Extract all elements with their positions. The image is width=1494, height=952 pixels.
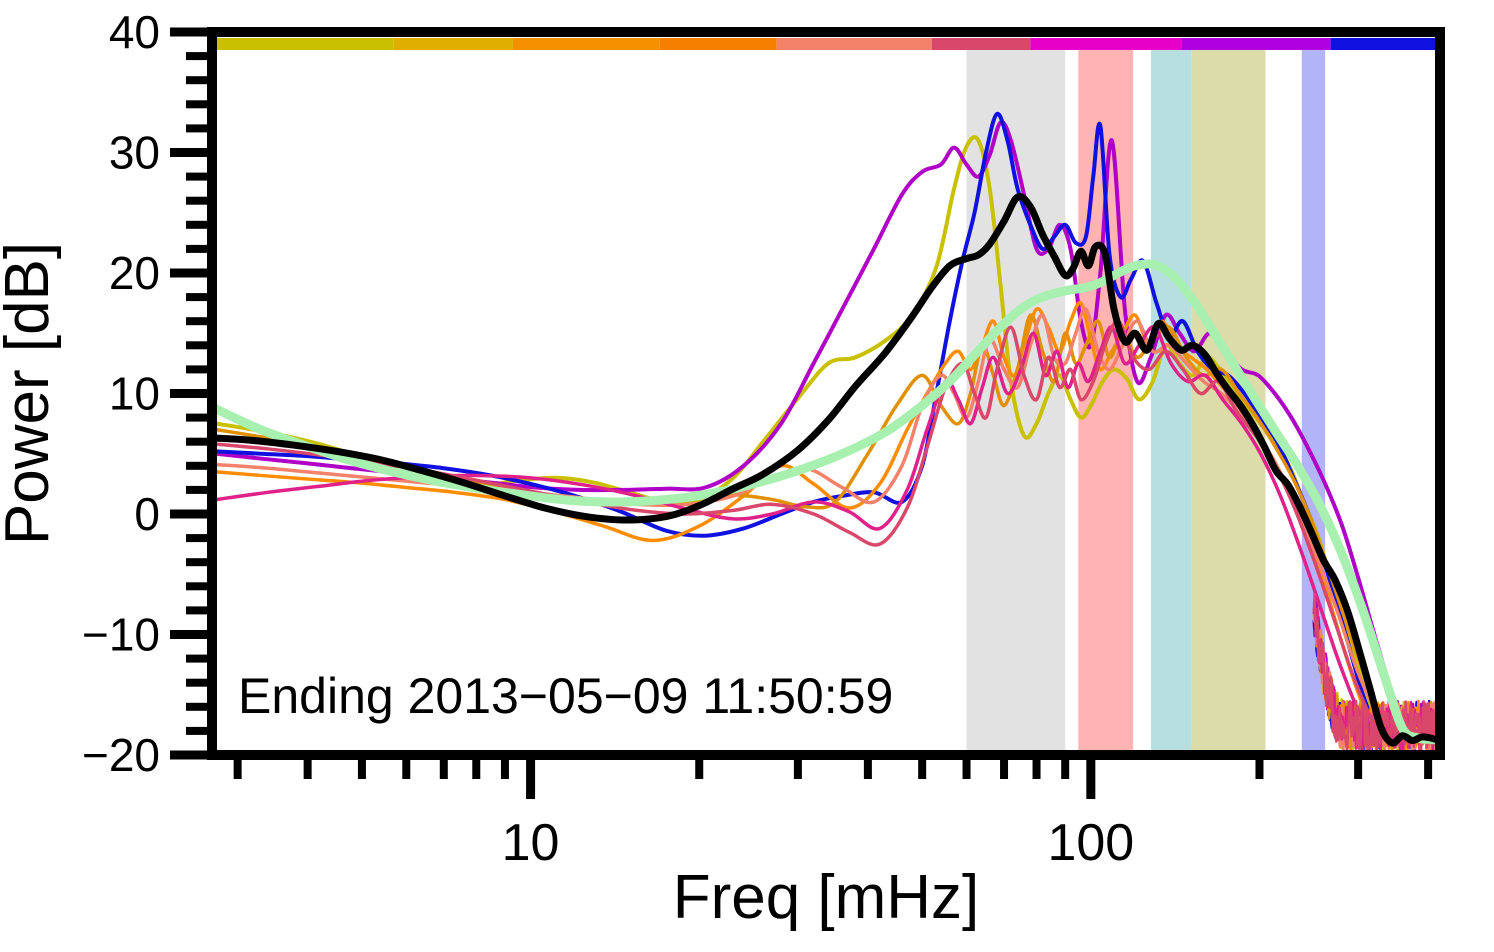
colorbar-segment-2 — [512, 38, 660, 50]
y-major-tick-0 — [170, 509, 212, 519]
band-cyan — [1150, 46, 1192, 753]
series-line-smooth-green — [212, 259, 1440, 746]
y-tick-label--20: −20 — [82, 729, 160, 781]
x-major-tick-100 — [1086, 755, 1096, 799]
x-minor-tick-8 — [472, 755, 481, 779]
colorbar-segment-3 — [659, 38, 777, 50]
y-minor-tick-38 — [186, 52, 212, 61]
colorbar-segment-4 — [776, 38, 932, 50]
y-tick-label-0: 0 — [134, 488, 160, 540]
y-minor-tick-22 — [186, 244, 212, 253]
y-minor-tick-2 — [186, 485, 212, 494]
y-tick-label-30: 30 — [109, 127, 160, 179]
x-minor-tick-40 — [863, 755, 872, 779]
x-minor-tick-3 — [233, 755, 242, 779]
y-major-tick-10 — [170, 389, 212, 398]
y-minor-tick-18 — [186, 293, 212, 302]
y-minor-tick-36 — [186, 76, 212, 85]
y-ticks-group: −20 −10 0 10 20 30 40 — [82, 6, 212, 781]
y-minor-tick-4 — [186, 461, 212, 470]
x-major-tick-10 — [526, 755, 536, 799]
y-minor-tick--8 — [186, 606, 212, 615]
y-major-tick-40 — [170, 27, 212, 37]
y-major-tick--10 — [170, 630, 212, 639]
y-minor-tick--4 — [186, 558, 212, 567]
x-minor-tick-7 — [439, 755, 448, 779]
x-minor-tick-20 — [695, 755, 704, 779]
y-minor-tick-12 — [186, 365, 212, 374]
colorbar-segment-1 — [393, 38, 513, 50]
y-minor-tick--2 — [186, 534, 212, 543]
x-minor-tick-90 — [1061, 755, 1070, 779]
y-minor-tick-14 — [186, 341, 212, 350]
x-minor-tick-30 — [793, 755, 802, 779]
x-minor-tick-4 — [303, 755, 312, 779]
x-minor-tick-80 — [1032, 755, 1041, 779]
y-tick-label-20: 20 — [109, 247, 160, 299]
colorbar-segment-7 — [1181, 38, 1331, 50]
y-minor-tick-24 — [186, 220, 212, 229]
x-axis-line — [207, 750, 1445, 760]
colorbar-group — [212, 38, 1440, 50]
y-minor-tick-16 — [186, 317, 212, 326]
y-major-tick-30 — [170, 148, 212, 157]
x-minor-tick-300 — [1354, 755, 1363, 779]
x-minor-tick-400 — [1424, 755, 1433, 779]
y-tick-label-10: 10 — [109, 368, 160, 420]
colorbar-segment-0 — [212, 38, 394, 50]
y-tick-label--10: −10 — [82, 609, 160, 661]
y-minor-tick-34 — [186, 100, 212, 109]
x-minor-tick-70 — [1000, 755, 1009, 779]
y-tick-label-40: 40 — [109, 6, 160, 58]
x-minor-tick-5 — [357, 755, 366, 779]
y-minor-tick--14 — [186, 678, 212, 687]
x-minor-tick-50 — [918, 755, 927, 779]
x-ticks-group: 10 100 — [233, 755, 1433, 872]
y-minor-tick--12 — [186, 654, 212, 663]
x-minor-tick-9 — [500, 755, 509, 779]
series-line-mean — [212, 193, 1440, 747]
x-minor-tick-60 — [962, 755, 971, 779]
right-axis-line — [1435, 27, 1445, 760]
band-pink — [1078, 46, 1134, 753]
x-tick-label-10: 10 — [502, 814, 560, 872]
y-minor-tick-6 — [186, 437, 212, 446]
x-axis-title: Freq [mHz] — [673, 863, 980, 932]
y-minor-tick--6 — [186, 582, 212, 591]
colorbar-segment-8 — [1330, 38, 1440, 50]
y-minor-tick-8 — [186, 413, 212, 422]
colorbar-segment-5 — [931, 38, 1031, 50]
colorbar-segment-6 — [1030, 38, 1182, 50]
top-axis-line — [207, 27, 1445, 37]
x-minor-tick-200 — [1255, 755, 1264, 779]
y-minor-tick-28 — [186, 172, 212, 181]
y-minor-tick--16 — [186, 702, 212, 711]
y-major-tick-20 — [170, 268, 212, 278]
series-line-crimson — [214, 319, 1440, 733]
y-major-tick--20 — [170, 750, 212, 760]
x-minor-tick-6 — [402, 755, 411, 779]
series-line-blue — [214, 111, 1440, 744]
y-minor-tick-26 — [186, 196, 212, 205]
ending-timestamp-annotation: Ending 2013−05−09 11:50:59 — [238, 668, 893, 724]
series-group — [212, 111, 1440, 753]
x-tick-label-100: 100 — [1047, 814, 1134, 872]
y-minor-tick--18 — [186, 726, 212, 735]
y-axis-title: Power [dB] — [0, 242, 62, 545]
y-minor-tick-32 — [186, 124, 212, 133]
